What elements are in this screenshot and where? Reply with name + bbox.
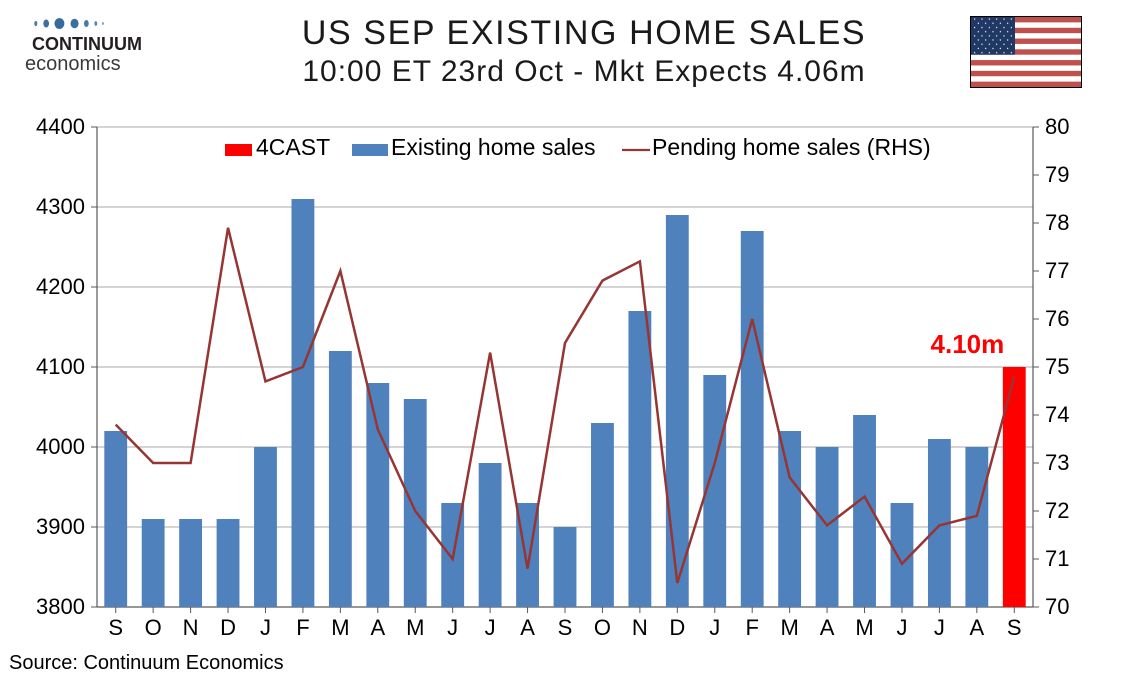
svg-text:D: D — [669, 615, 685, 640]
svg-text:J: J — [485, 615, 496, 640]
svg-text:M: M — [331, 615, 349, 640]
svg-text:80: 80 — [1045, 114, 1069, 139]
svg-text:79: 79 — [1045, 162, 1069, 187]
svg-text:J: J — [896, 615, 907, 640]
svg-text:75: 75 — [1045, 354, 1069, 379]
svg-text:77: 77 — [1045, 258, 1069, 283]
svg-text:M: M — [780, 615, 798, 640]
svg-text:A: A — [820, 615, 835, 640]
svg-text:76: 76 — [1045, 306, 1069, 331]
svg-text:4200: 4200 — [36, 274, 85, 299]
svg-text:S: S — [108, 615, 123, 640]
svg-text:4300: 4300 — [36, 194, 85, 219]
svg-text:F: F — [296, 615, 309, 640]
svg-text:N: N — [183, 615, 199, 640]
svg-text:J: J — [260, 615, 271, 640]
svg-text:4000: 4000 — [36, 434, 85, 459]
svg-text:4CAST: 4CAST — [256, 134, 330, 160]
svg-text:A: A — [969, 615, 984, 640]
svg-text:73: 73 — [1045, 450, 1069, 475]
svg-text:J: J — [447, 615, 458, 640]
svg-text:N: N — [632, 615, 648, 640]
svg-text:F: F — [745, 615, 758, 640]
svg-text:74: 74 — [1045, 402, 1069, 427]
svg-text:J: J — [709, 615, 720, 640]
svg-text:Pending home sales (RHS): Pending home sales (RHS) — [652, 134, 931, 160]
svg-text:72: 72 — [1045, 498, 1069, 523]
svg-text:A: A — [520, 615, 535, 640]
svg-text:70: 70 — [1045, 594, 1069, 619]
svg-text:M: M — [855, 615, 873, 640]
svg-text:3800: 3800 — [36, 594, 85, 619]
svg-text:4400: 4400 — [36, 114, 85, 139]
svg-text:71: 71 — [1045, 546, 1069, 571]
svg-text:4.10m: 4.10m — [931, 329, 1005, 359]
svg-text:M: M — [406, 615, 424, 640]
svg-text:D: D — [220, 615, 236, 640]
svg-text:S: S — [558, 615, 573, 640]
svg-text:Existing home sales: Existing home sales — [391, 134, 596, 160]
svg-text:O: O — [145, 615, 162, 640]
svg-text:J: J — [934, 615, 945, 640]
svg-text:78: 78 — [1045, 210, 1069, 235]
svg-text:O: O — [594, 615, 611, 640]
svg-text:4100: 4100 — [36, 354, 85, 379]
svg-text:A: A — [370, 615, 385, 640]
svg-text:3900: 3900 — [36, 514, 85, 539]
svg-text:S: S — [1007, 615, 1022, 640]
